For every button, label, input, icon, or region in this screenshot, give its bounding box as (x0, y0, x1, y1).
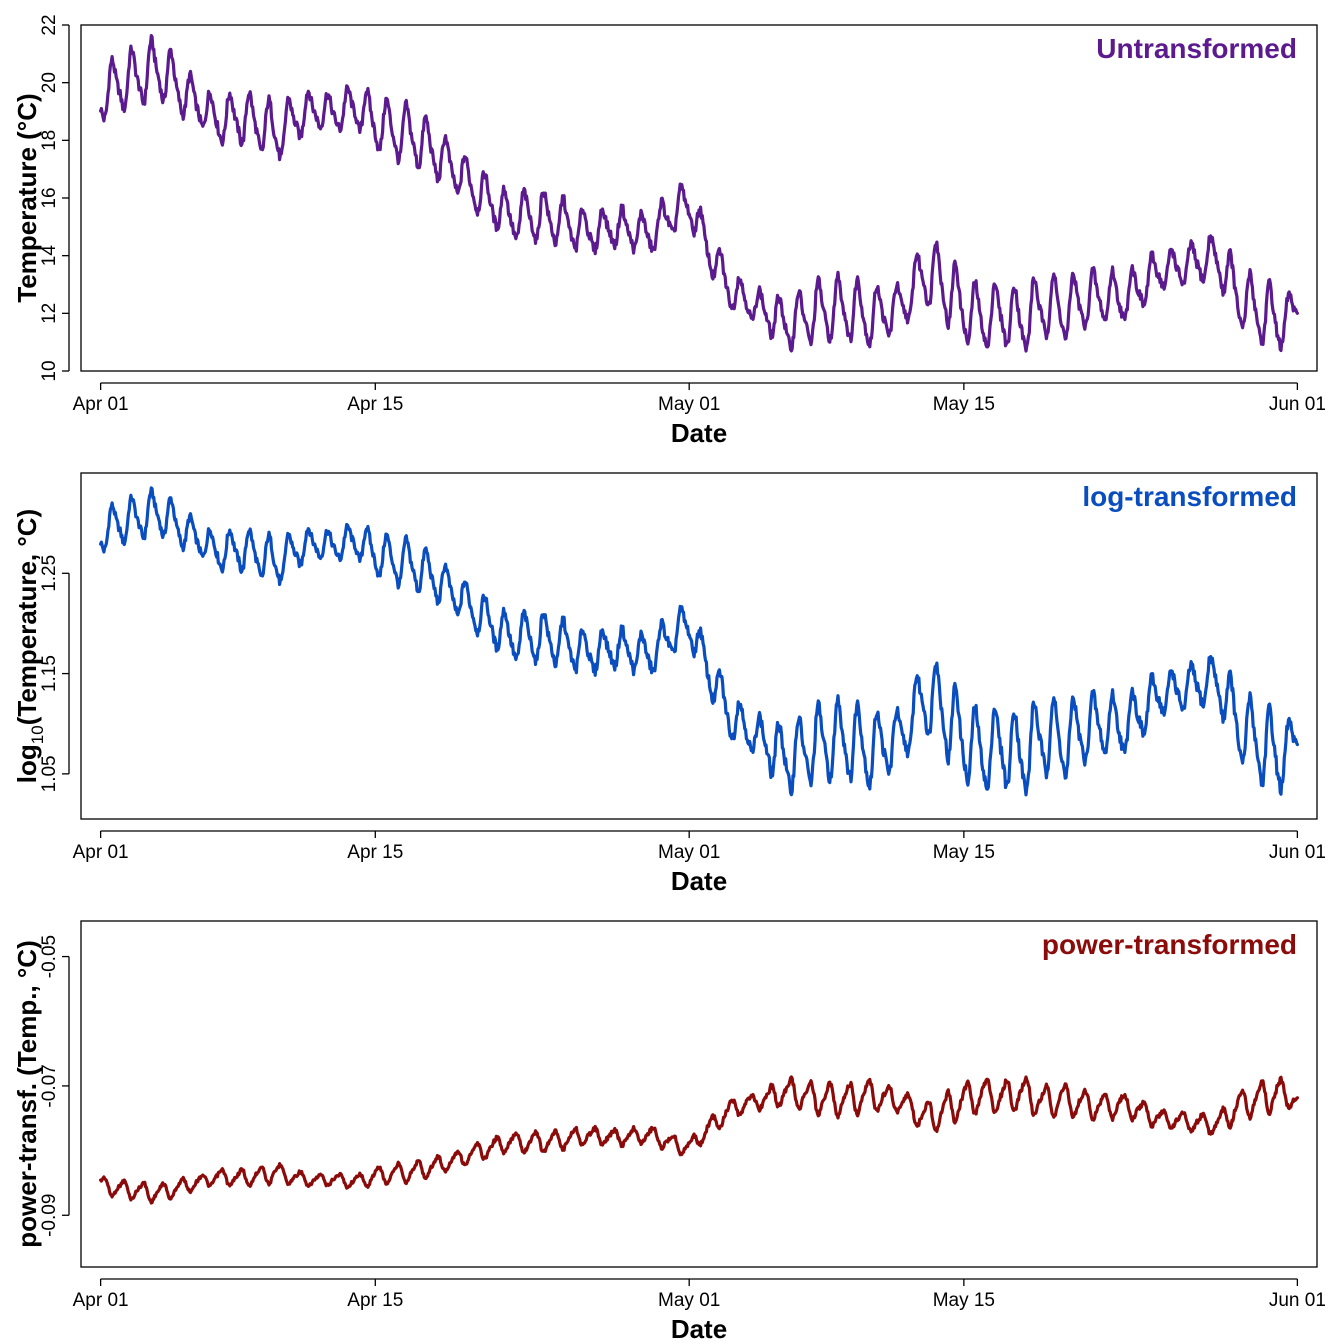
panel-label: log-transformed (1082, 481, 1297, 512)
y-tick-label: 16 (39, 187, 60, 208)
temperature-line (99, 34, 1299, 353)
x-axis-title: Date (671, 1314, 727, 1344)
x-tick-label: Apr 01 (73, 842, 129, 863)
y-tick-label: 14 (39, 245, 60, 267)
plot-frame (80, 472, 1318, 820)
x-tick-label: Apr 15 (347, 394, 403, 415)
x-tick-label: Apr 01 (73, 1290, 129, 1311)
x-tick-label: Jun 01 (1269, 842, 1326, 863)
x-axis-title: Date (671, 866, 727, 896)
y-axis-title: Temperature (°C) (12, 93, 42, 302)
panel-label: power-transformed (1042, 929, 1297, 960)
plot-frame (80, 24, 1318, 372)
x-tick-label: May 15 (933, 842, 995, 863)
x-tick-label: May 01 (658, 842, 720, 863)
panel-2: Apr 01 Apr 15 May 01 May 15 Jun 01 Date 1.05 1.… (12, 472, 1326, 896)
y-tick-label: 20 (39, 72, 60, 93)
panel-label: Untransformed (1096, 33, 1297, 64)
y-tick-label: -0.07 (39, 1064, 60, 1107)
panel-1: Apr 01 Apr 15 May 01 May 15 Jun 01 Date 10 12 14… (12, 14, 1326, 448)
x-tick-label: Apr 15 (347, 1290, 403, 1311)
x-axis-title: Date (671, 418, 727, 448)
x-tick-label: Jun 01 (1269, 394, 1326, 415)
panel-3: Apr 01 Apr 15 May 01 May 15 Jun 01 Date -0.09 -… (12, 920, 1326, 1344)
y-tick-label: -0.09 (39, 1194, 60, 1237)
y-axis-title: power-transf. (Temp., °C) (12, 940, 42, 1247)
x-tick-label: May 15 (933, 394, 995, 415)
x-tick-label: Jun 01 (1269, 1290, 1326, 1311)
y-tick-label: 1.05 (39, 755, 60, 792)
temperature-line (99, 1075, 1299, 1205)
y-tick-label: 22 (39, 14, 60, 35)
x-tick-label: May 15 (933, 1290, 995, 1311)
x-tick-label: May 01 (658, 1290, 720, 1311)
y-tick-label: 18 (39, 130, 60, 151)
x-tick-label: Apr 01 (73, 394, 129, 415)
x-tick-label: Apr 15 (347, 842, 403, 863)
y-tick-label: -0.05 (39, 935, 60, 978)
x-tick-label: May 01 (658, 394, 720, 415)
y-tick-label: 1.25 (39, 555, 60, 592)
y-tick-label: 10 (39, 360, 60, 381)
y-tick-label: 1.15 (39, 655, 60, 692)
plot-frame (80, 920, 1318, 1268)
y-tick-label: 12 (39, 303, 60, 324)
y-axis-title: log10(Temperature, °C) (12, 509, 47, 783)
temperature-line (99, 486, 1299, 797)
